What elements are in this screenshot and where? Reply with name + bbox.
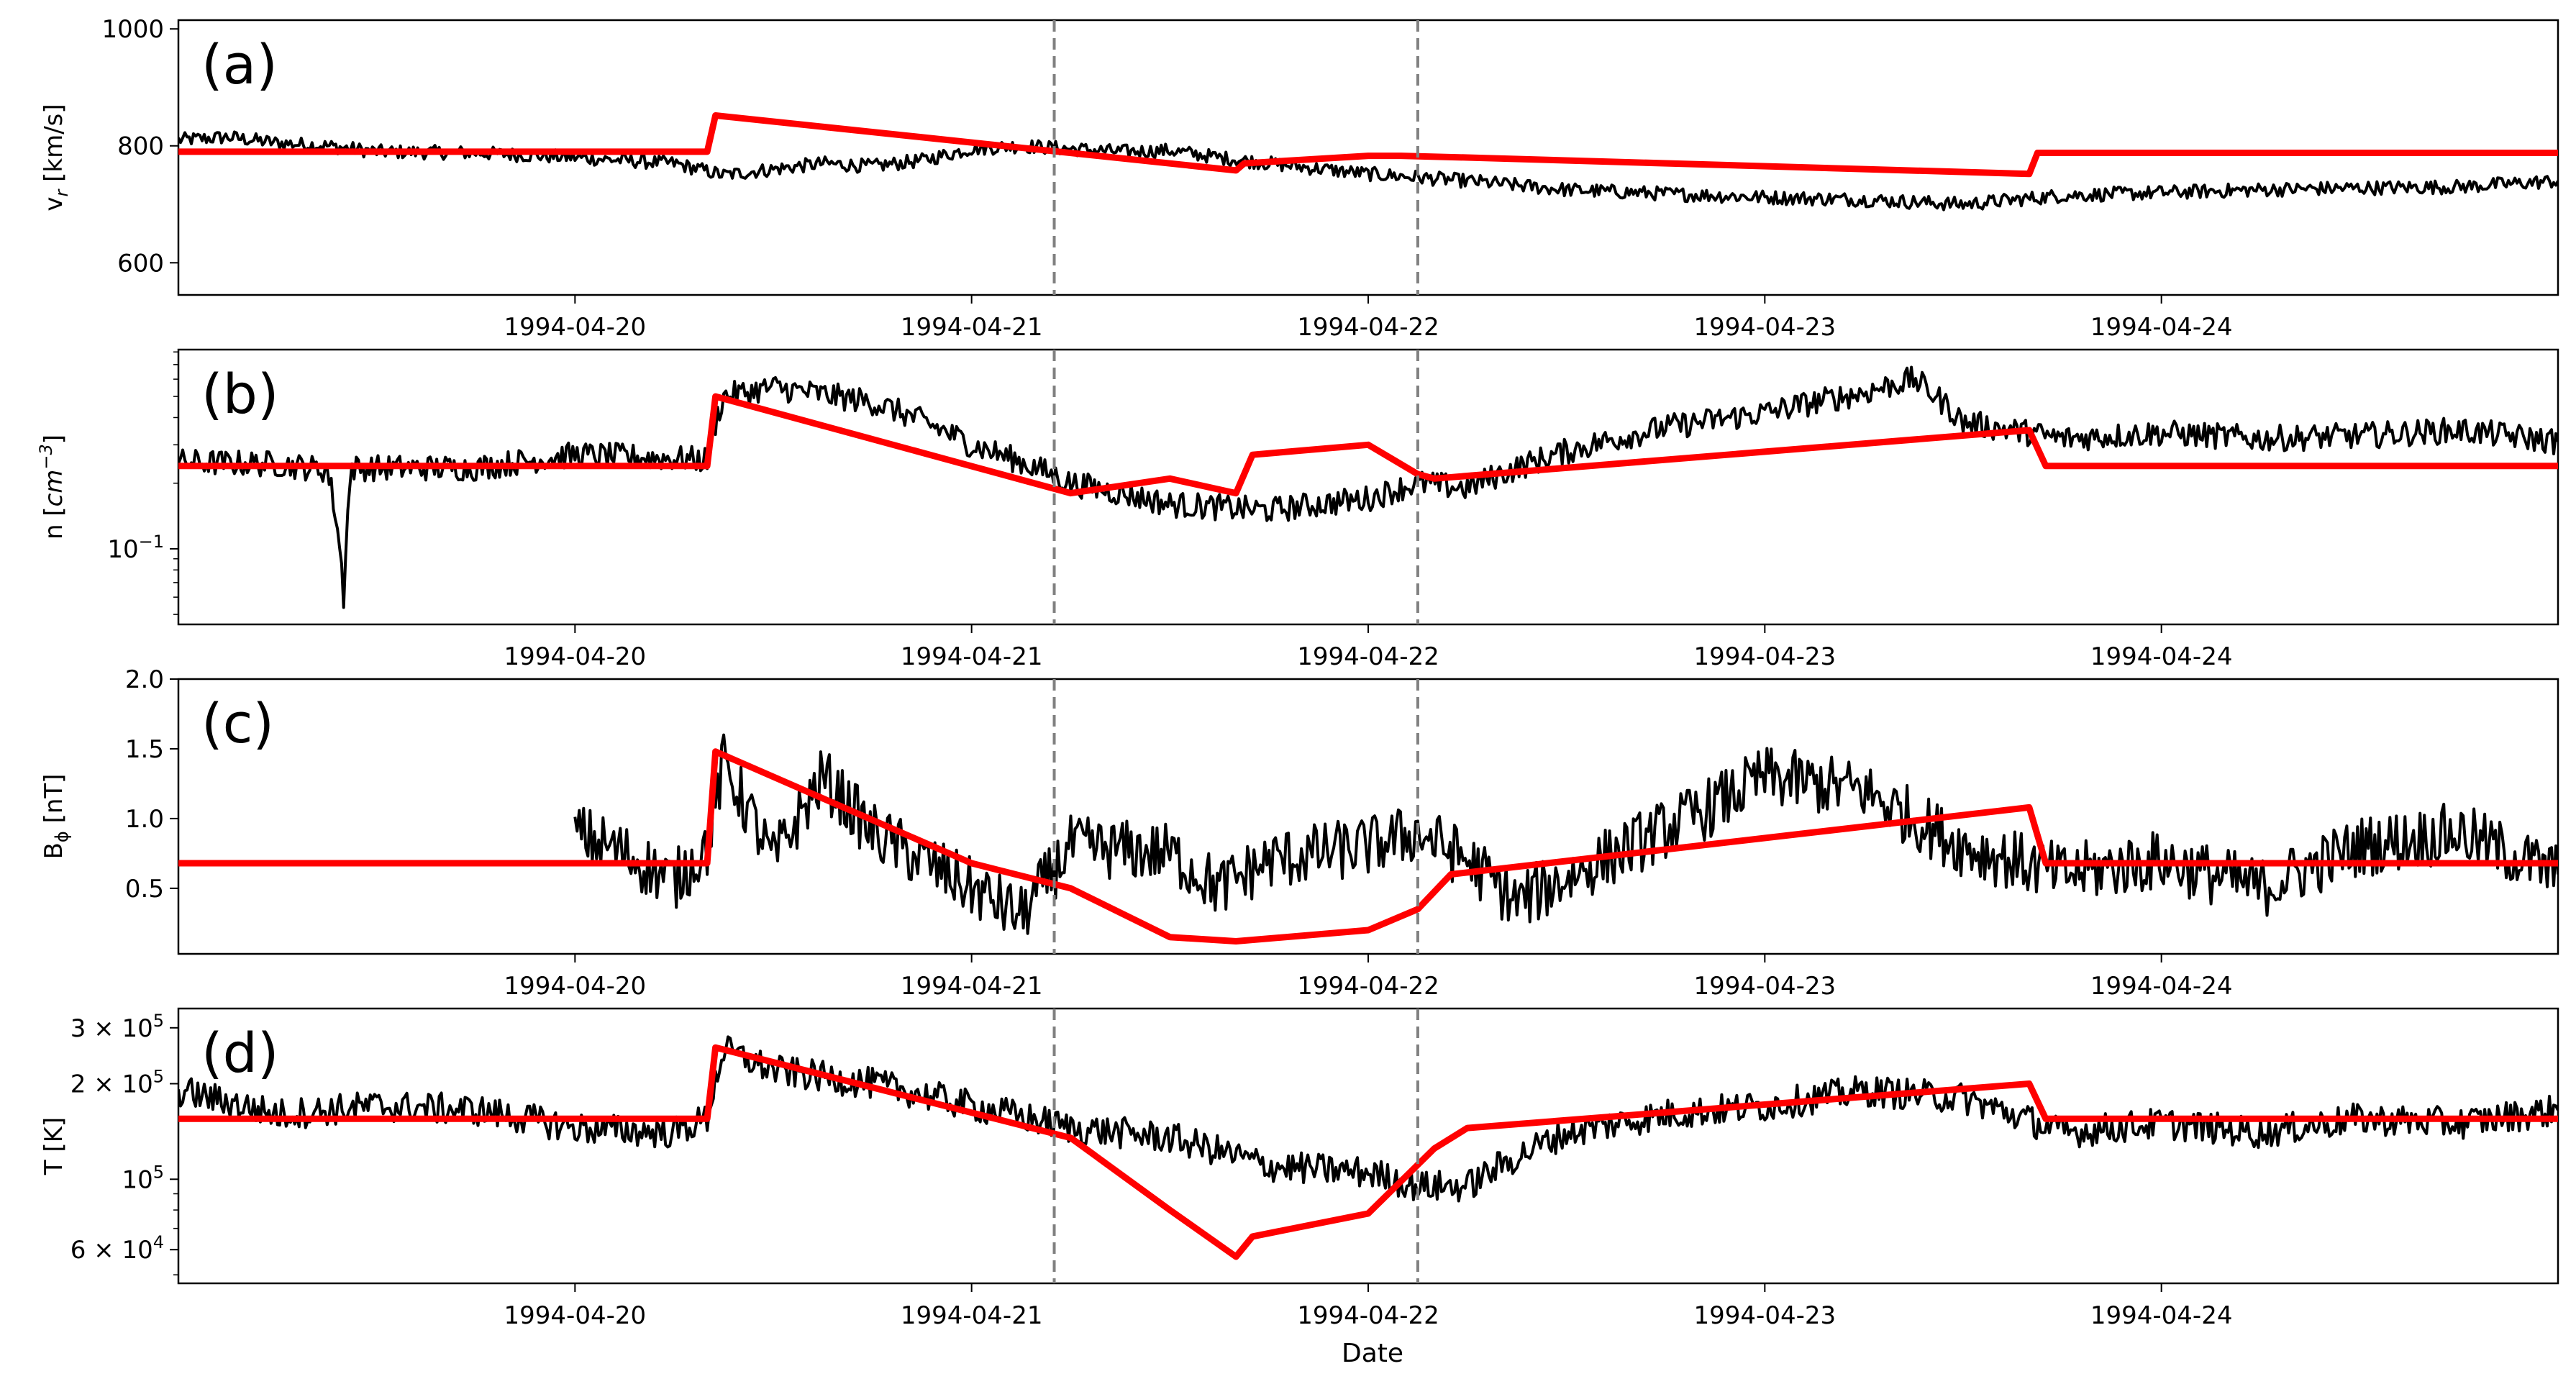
y-tick-exponent: 5	[153, 1162, 164, 1182]
model-series-line	[178, 748, 2558, 945]
y-tick-base: 10	[122, 1070, 153, 1098]
model-series-line	[178, 112, 2558, 178]
x-tick-label: 1994-04-22	[1297, 642, 1439, 671]
y-tick-label: 6 × 104	[70, 1232, 164, 1265]
y-tick-base: 10	[122, 1165, 153, 1194]
y-tick-base: 10	[107, 535, 138, 564]
observed-series-line	[573, 733, 2558, 935]
panel-label: (c)	[201, 691, 274, 755]
y-tick-mantissa: 2 ×	[70, 1070, 122, 1098]
y-axis-label-sub: r	[52, 188, 72, 197]
panel-1: 1994-04-20 1994-04-21 1994-04-22 1994-04-23…	[40, 15, 2559, 342]
x-tick-label: 1994-04-22	[1297, 1301, 1439, 1330]
x-tick-label: 1994-04-24	[2090, 972, 2233, 1001]
y-axis-label-rest: ]	[40, 434, 68, 444]
panel-3: 1994-04-20 1994-04-21 1994-04-22 1994-04-23…	[40, 665, 2559, 1001]
x-axis-label: Date	[1342, 1339, 1403, 1368]
x-tick-label: 1994-04-22	[1297, 313, 1439, 342]
x-tick-label: 1994-04-20	[504, 313, 647, 342]
x-tick-label: 1994-04-20	[504, 1301, 647, 1330]
x-tick-label: 1994-04-23	[1694, 972, 1837, 1001]
x-tick-label: 1994-04-23	[1694, 313, 1837, 342]
y-tick-mantissa: 6 ×	[70, 1236, 122, 1265]
plot-area	[178, 1035, 2558, 1260]
y-axis-label-main: B	[40, 842, 68, 859]
y-tick-label: 2.0	[125, 665, 164, 694]
y-tick-exponent: 5	[153, 1011, 164, 1031]
y-tick-label: 1.0	[125, 805, 164, 834]
panel-label: (a)	[201, 32, 278, 96]
x-tick-label: 1994-04-20	[504, 642, 647, 671]
y-axis-label-exponent: −3	[36, 444, 56, 469]
y-axis-label-main: v	[40, 197, 68, 211]
y-tick-exponent: 4	[153, 1232, 164, 1252]
observed-series-line	[178, 365, 2558, 609]
y-tick-base: 10	[122, 1236, 153, 1265]
x-tick-label: 1994-04-23	[1694, 1301, 1837, 1330]
y-tick-label: 0.5	[125, 875, 164, 904]
y-axis-label: T [K]	[40, 1117, 68, 1175]
x-tick-label: 1994-04-24	[2090, 642, 2233, 671]
y-tick-label: 105	[122, 1162, 164, 1194]
y-tick-label: 1.5	[125, 735, 164, 764]
y-tick-label: 600	[117, 249, 164, 278]
model-series-line	[178, 1044, 2558, 1260]
y-tick-label: 10−1	[107, 532, 164, 564]
x-tick-label: 1994-04-24	[2090, 1301, 2233, 1330]
x-tick-label: 1994-04-21	[901, 313, 1043, 342]
y-axis-label-rest: [nT]	[40, 774, 68, 832]
plot-area	[178, 112, 2558, 211]
plot-area	[178, 365, 2558, 609]
model-series-line	[178, 393, 2558, 497]
panel-4: 1994-04-20 1994-04-21 1994-04-22 1994-04-23…	[40, 1007, 2559, 1330]
panel-label: (d)	[201, 1021, 279, 1085]
y-axis-label: Bϕ [nT]	[40, 774, 72, 860]
x-tick-label: 1994-04-20	[504, 972, 647, 1001]
y-tick-base: 10	[122, 1014, 153, 1043]
panel-label: (b)	[201, 362, 279, 426]
x-tick-label: 1994-04-21	[901, 972, 1043, 1001]
y-axis-label-main: n [	[40, 506, 68, 540]
x-tick-label: 1994-04-22	[1297, 972, 1439, 1001]
y-tick-exponent: 5	[153, 1066, 164, 1086]
y-tick-label: 800	[117, 132, 164, 161]
observed-series-line	[178, 130, 2558, 211]
y-axis-label: vr [km/s]	[40, 104, 72, 211]
panel-2: 1994-04-20 1994-04-21 1994-04-22 1994-04-23…	[36, 348, 2559, 671]
x-tick-label: 1994-04-21	[901, 1301, 1043, 1330]
y-tick-exponent: −1	[139, 532, 164, 552]
y-tick-mantissa: 3 ×	[70, 1014, 122, 1043]
x-tick-label: 1994-04-24	[2090, 313, 2233, 342]
plot-area	[178, 733, 2558, 945]
y-axis-label-sub: ϕ	[52, 831, 72, 842]
y-axis-label: n [cm−3]	[36, 434, 68, 540]
y-axis-label-rest: [km/s]	[40, 104, 68, 189]
y-tick-label: 1000	[101, 15, 164, 44]
x-tick-label: 1994-04-21	[901, 642, 1043, 671]
y-tick-label: 2 × 105	[70, 1066, 164, 1098]
y-axis-label-unit: cm	[40, 470, 68, 507]
y-tick-label: 3 × 105	[70, 1011, 164, 1043]
x-tick-label: 1994-04-23	[1694, 642, 1837, 671]
